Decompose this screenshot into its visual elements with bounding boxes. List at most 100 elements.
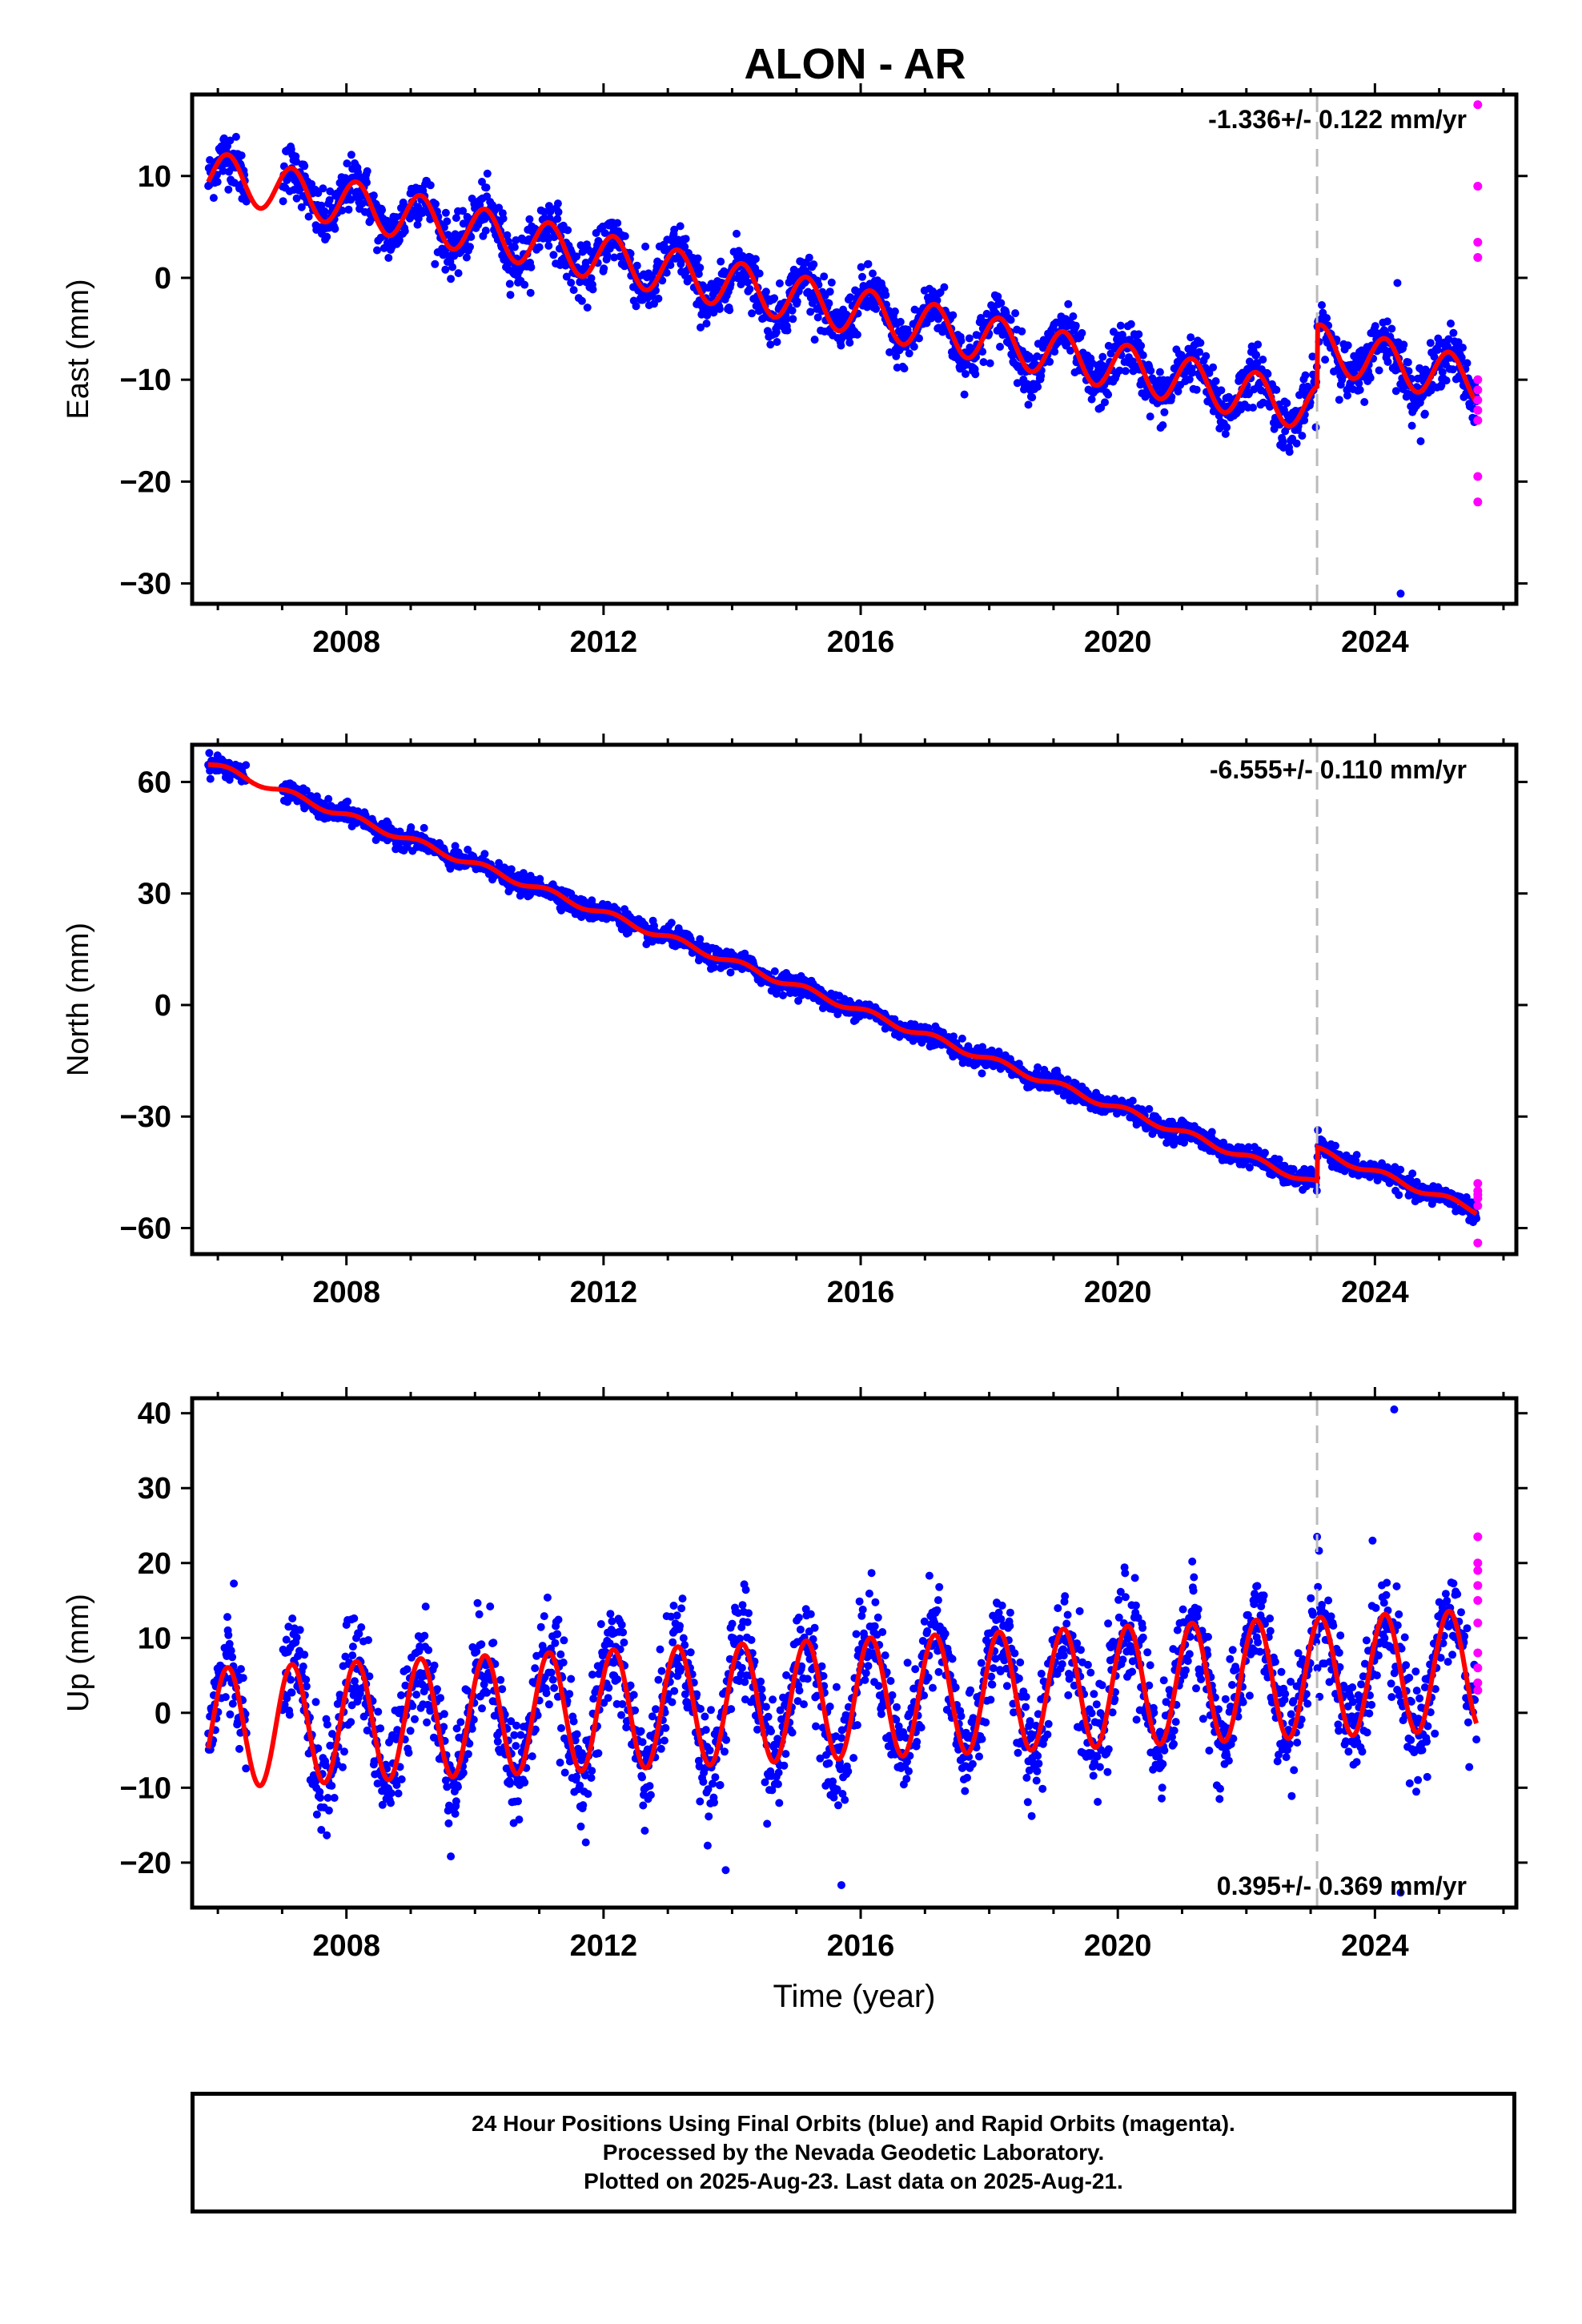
east-final-point: [226, 136, 235, 145]
east-final-point: [825, 299, 833, 308]
east-final-point: [782, 315, 791, 324]
up-final-point: [235, 1744, 243, 1753]
east-final-point: [1448, 365, 1457, 374]
east-final-point: [1447, 320, 1455, 328]
east-final-point: [544, 241, 553, 250]
east-final-point: [890, 307, 899, 316]
up-final-point: [348, 1642, 357, 1651]
east-final-point: [681, 235, 690, 243]
east-final-point: [837, 341, 845, 350]
up-final-point: [350, 1614, 359, 1622]
north-final-point: [225, 775, 234, 784]
east-final-point: [1078, 328, 1086, 337]
north-final-point: [779, 991, 787, 999]
east-final-point: [347, 151, 355, 159]
east-final-point: [755, 269, 764, 278]
east-final-point: [540, 207, 548, 216]
east-final-point: [825, 287, 834, 296]
up-final-point: [406, 1727, 415, 1735]
east-final-point: [1355, 379, 1363, 388]
east-final-point: [466, 243, 474, 251]
east-final-point: [1420, 409, 1429, 418]
up-final-point: [300, 1651, 309, 1659]
east-final-point: [1186, 333, 1195, 342]
east-final-point: [717, 257, 725, 266]
east-final-point: [892, 352, 901, 360]
east-final-point: [400, 227, 409, 235]
east-final-point: [1018, 327, 1026, 336]
north-rapid-point: [1473, 1238, 1483, 1248]
north-final-points: [204, 749, 1481, 1227]
east-final-point: [395, 235, 404, 244]
east-final-point: [231, 132, 240, 141]
east-final-point: [483, 169, 492, 178]
east-final-point: [413, 220, 422, 229]
north-final-point: [950, 1032, 958, 1041]
east-final-point: [1449, 328, 1458, 337]
east-final-point: [670, 225, 679, 234]
north-final-point: [1331, 1141, 1339, 1150]
east-final-point: [1283, 399, 1291, 408]
east-final-point: [632, 261, 641, 270]
up-final-points: [204, 1405, 1481, 1897]
east-final-point: [1223, 423, 1231, 432]
east-final-point: [1209, 363, 1218, 372]
up-final-point: [285, 1711, 294, 1719]
east-final-point: [462, 253, 471, 262]
east-final-point: [858, 272, 866, 281]
up-final-point: [287, 1688, 296, 1697]
east-final-point: [467, 232, 476, 241]
north-x-tick-label: 2008: [312, 1276, 380, 1309]
east-final-point: [842, 310, 851, 319]
east-rapid-point: [1473, 237, 1483, 247]
east-final-point: [1323, 314, 1331, 323]
north-final-point: [696, 935, 705, 943]
east-final-point: [909, 342, 918, 351]
up-final-point: [348, 1651, 357, 1660]
north-final-point: [710, 963, 718, 971]
east-final-point: [1192, 385, 1201, 394]
east-final-point: [441, 265, 450, 274]
east-final-point: [1006, 316, 1015, 324]
up-final-point: [239, 1674, 247, 1683]
east-final-point: [1270, 424, 1279, 433]
east-final-point: [738, 251, 747, 260]
east-final-point: [702, 320, 711, 328]
east-final-point: [510, 243, 519, 251]
up-final-point: [299, 1663, 307, 1671]
east-final-point: [363, 167, 371, 175]
east-final-point: [1024, 400, 1033, 409]
north-final-point: [958, 1034, 966, 1043]
east-y-tick-label: 10: [138, 160, 171, 194]
east-final-point: [562, 272, 571, 281]
east-final-point: [940, 283, 949, 292]
east-final-point: [1160, 408, 1169, 416]
east-final-point: [806, 308, 815, 316]
east-final-point: [1174, 387, 1182, 396]
east-final-point: [588, 285, 597, 294]
east-final-point: [996, 343, 1004, 351]
east-final-point: [1285, 448, 1294, 456]
east-final-point: [900, 364, 909, 373]
east-final-point: [725, 306, 734, 315]
east-final-point: [1115, 366, 1124, 375]
east-final-point: [1098, 352, 1107, 361]
east-final-point: [363, 178, 371, 187]
east-final-point: [512, 236, 520, 244]
east-final-point: [520, 280, 529, 289]
north-x-tick-label: 2016: [827, 1276, 895, 1309]
east-final-point: [1138, 351, 1147, 360]
east-x-tick-label: 2012: [570, 625, 638, 659]
east-x-tick-label: 2024: [1341, 625, 1409, 659]
up-final-point: [230, 1579, 239, 1588]
east-final-point: [1069, 312, 1078, 320]
east-final-point: [600, 229, 609, 237]
east-final-point: [1383, 317, 1391, 326]
east-final-point: [620, 231, 629, 240]
east-final-point: [813, 313, 822, 322]
up-final-point: [374, 1707, 383, 1716]
east-y-tick-label: 0: [155, 262, 171, 296]
east-final-point: [770, 294, 779, 303]
east-final-point: [1272, 385, 1281, 394]
east-final-point: [459, 207, 468, 215]
